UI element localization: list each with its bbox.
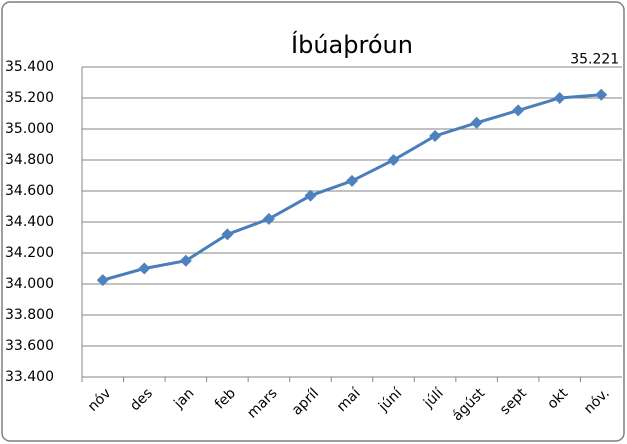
data-marker: [429, 129, 442, 142]
y-tick-label: 35.000: [5, 121, 54, 137]
y-tick-label: 33.800: [5, 307, 54, 323]
y-tick-label: 33.400: [5, 369, 54, 385]
data-marker: [262, 212, 275, 225]
y-tick-label: 34.400: [5, 214, 54, 230]
data-marker: [595, 88, 608, 101]
y-tick-label: 35.400: [5, 59, 54, 75]
y-tick-label: 34.800: [5, 152, 54, 168]
data-marker: [221, 228, 234, 241]
y-tick-label: 34.200: [5, 245, 54, 261]
y-tick-label: 34.600: [5, 183, 54, 199]
chart-title: Íbúaþróun: [291, 30, 413, 59]
data-label: 35.221: [570, 52, 619, 68]
data-marker: [387, 154, 400, 166]
data-marker: [346, 174, 358, 187]
y-tick-label: 34.000: [5, 276, 54, 292]
data-marker: [304, 189, 317, 202]
data-marker: [470, 116, 483, 129]
data-marker: [138, 262, 151, 275]
data-marker: [553, 92, 566, 104]
y-tick-label: 35.200: [5, 90, 54, 106]
data-marker: [512, 104, 525, 117]
data-marker: [179, 254, 192, 267]
data-marker: [96, 274, 109, 287]
y-tick-label: 33.600: [5, 338, 54, 354]
